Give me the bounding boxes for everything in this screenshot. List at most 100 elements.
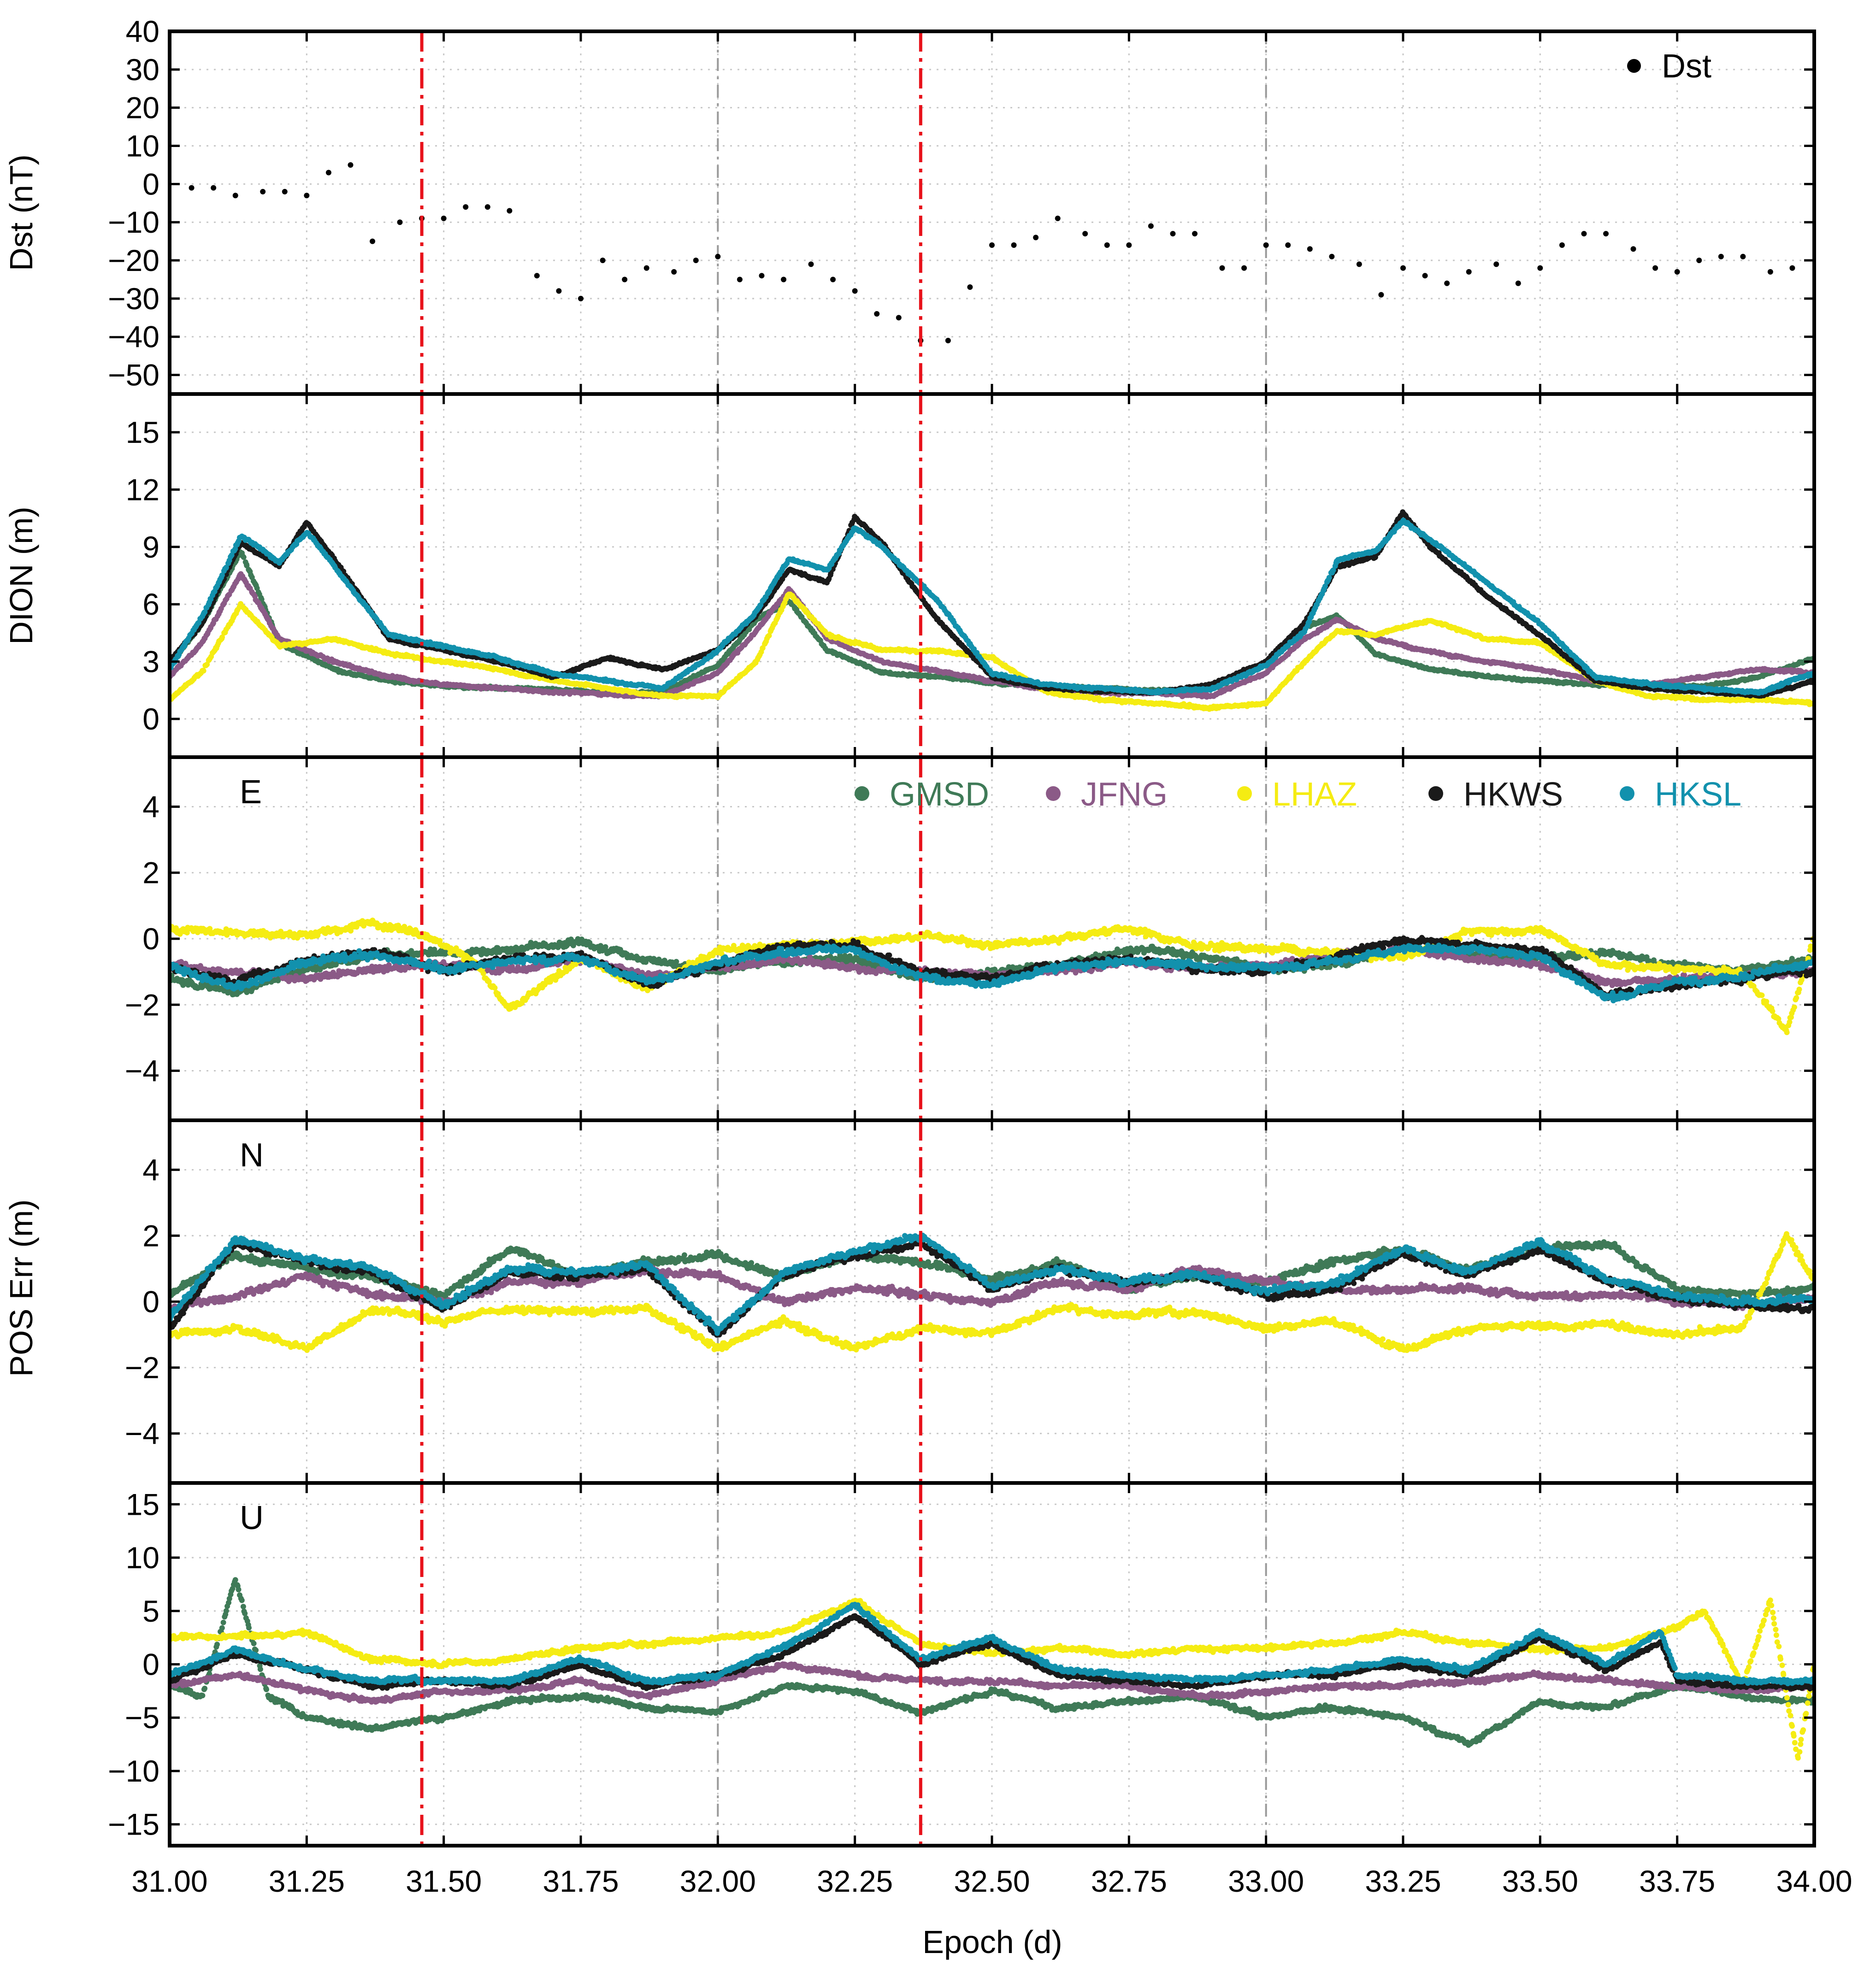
data-east	[170, 918, 1814, 1036]
legend-label-hkws: HKWS	[1463, 776, 1563, 813]
dst-point	[1718, 253, 1724, 259]
legend-dst-marker	[1627, 59, 1641, 73]
dst-point	[1422, 273, 1428, 279]
legend-marker-hksl	[1620, 786, 1634, 801]
series-hksl	[170, 1601, 1814, 1687]
y-tick-label: 10	[126, 1541, 159, 1575]
dst-point	[1329, 253, 1335, 259]
legend-marker-hkws	[1428, 786, 1443, 801]
dst-point	[967, 284, 973, 290]
y-tick-label: −30	[108, 282, 159, 316]
series-gmsd	[170, 1577, 1814, 1748]
y-tick-label: −10	[108, 205, 159, 239]
y-tick-label: −50	[108, 358, 159, 392]
dst-point	[1148, 223, 1154, 229]
series-lhaz	[170, 918, 1814, 1036]
dst-point	[1285, 242, 1291, 248]
dst-point	[715, 253, 721, 259]
y-tick-label: −10	[108, 1754, 159, 1788]
panel-east: 4 2 0 −2 −4 E GMSD JFNG LHAZ HKWS HKSL	[125, 755, 1816, 1122]
legend-dst-label: Dst	[1662, 48, 1711, 85]
y-tick-label: −40	[108, 320, 159, 354]
dst-point	[1263, 242, 1269, 248]
y-tick-label: 30	[126, 53, 159, 87]
panel-frame	[168, 755, 1816, 1122]
dst-point	[1055, 215, 1061, 221]
dst-point	[304, 193, 310, 199]
dst-point	[896, 315, 902, 321]
panel-label-north: N	[240, 1137, 264, 1174]
y-tick-label: 0	[142, 1285, 159, 1319]
dst-point	[463, 204, 469, 210]
y-tick-label: 15	[126, 1487, 159, 1521]
dst-point	[1033, 235, 1039, 241]
y-tick-label: 0	[142, 702, 159, 736]
dst-point	[1378, 292, 1384, 298]
dst-point	[1082, 231, 1088, 237]
dst-point	[1493, 261, 1499, 267]
y-tick-label: 0	[142, 922, 159, 956]
dst-point	[874, 311, 880, 317]
y-tick-label: 6	[142, 587, 159, 621]
dst-point	[189, 185, 195, 191]
dst-point	[370, 238, 376, 244]
dst-point	[1630, 246, 1636, 252]
y-tick-label: −2	[125, 988, 159, 1022]
dst-point	[1603, 231, 1609, 237]
legend-label-jfng: JFNG	[1081, 776, 1168, 813]
series-lhaz	[170, 1597, 1814, 1761]
dst-point	[759, 273, 765, 279]
y-tick-label: −20	[108, 243, 159, 277]
x-tick-label: 32.25	[817, 1864, 893, 1898]
legend-marker-gmsd	[855, 786, 869, 801]
dst-point	[1126, 242, 1132, 248]
y-tick-label: 4	[142, 1153, 159, 1187]
dst-point	[484, 204, 490, 210]
dst-point	[737, 277, 743, 282]
dst-point	[1444, 280, 1450, 286]
panel-label-up: U	[240, 1500, 264, 1536]
y-tick-label: −5	[125, 1700, 159, 1735]
y-tick-label: −4	[125, 1054, 159, 1088]
y-tick-label: 10	[126, 129, 159, 163]
series-hksl	[170, 942, 1814, 1004]
dst-point	[1170, 231, 1176, 237]
data-north	[170, 1231, 1814, 1353]
series-lhaz	[170, 1231, 1814, 1353]
dst-point	[989, 242, 995, 248]
dst-point	[1515, 280, 1521, 286]
x-tick-label: 34.00	[1776, 1864, 1852, 1898]
dst-point	[1219, 265, 1225, 271]
dst-point	[507, 208, 513, 214]
y-tick-label: 4	[142, 789, 159, 824]
dst-point	[1789, 265, 1795, 271]
y-tick-label: 5	[142, 1594, 159, 1628]
dst-point	[1767, 269, 1773, 275]
x-tick-label: 33.75	[1639, 1864, 1715, 1898]
panel-dion: 15 12 9 6 3 0 DION (m)	[3, 392, 1816, 759]
dst-point	[1307, 246, 1313, 252]
dst-y-axis-label: Dst (nT)	[3, 154, 39, 271]
dst-point	[830, 277, 836, 282]
dst-point	[1740, 253, 1746, 259]
x-tick-label: 31.50	[406, 1864, 482, 1898]
dst-point	[1192, 231, 1198, 237]
dst-point	[1537, 265, 1543, 271]
dst-point	[1696, 258, 1702, 264]
legend-label-gmsd: GMSD	[890, 776, 989, 813]
dst-point	[534, 273, 540, 279]
y-tick-label: 15	[126, 415, 159, 449]
x-tick-label: 31.00	[131, 1864, 207, 1898]
dst-point	[852, 288, 858, 294]
dst-point	[643, 265, 649, 271]
panel-north: 4 2 0 −2 −4 N	[125, 1118, 1816, 1485]
dst-point	[1559, 242, 1565, 248]
y-tick-label: 3	[142, 645, 159, 679]
y-tick-label: 40	[126, 14, 159, 48]
data-up	[170, 1577, 1814, 1761]
x-tick-label: 31.25	[269, 1864, 345, 1898]
y-tick-label: −2	[125, 1351, 159, 1385]
y-tick-label: −4	[125, 1417, 159, 1451]
y-tick-label: 0	[142, 167, 159, 201]
